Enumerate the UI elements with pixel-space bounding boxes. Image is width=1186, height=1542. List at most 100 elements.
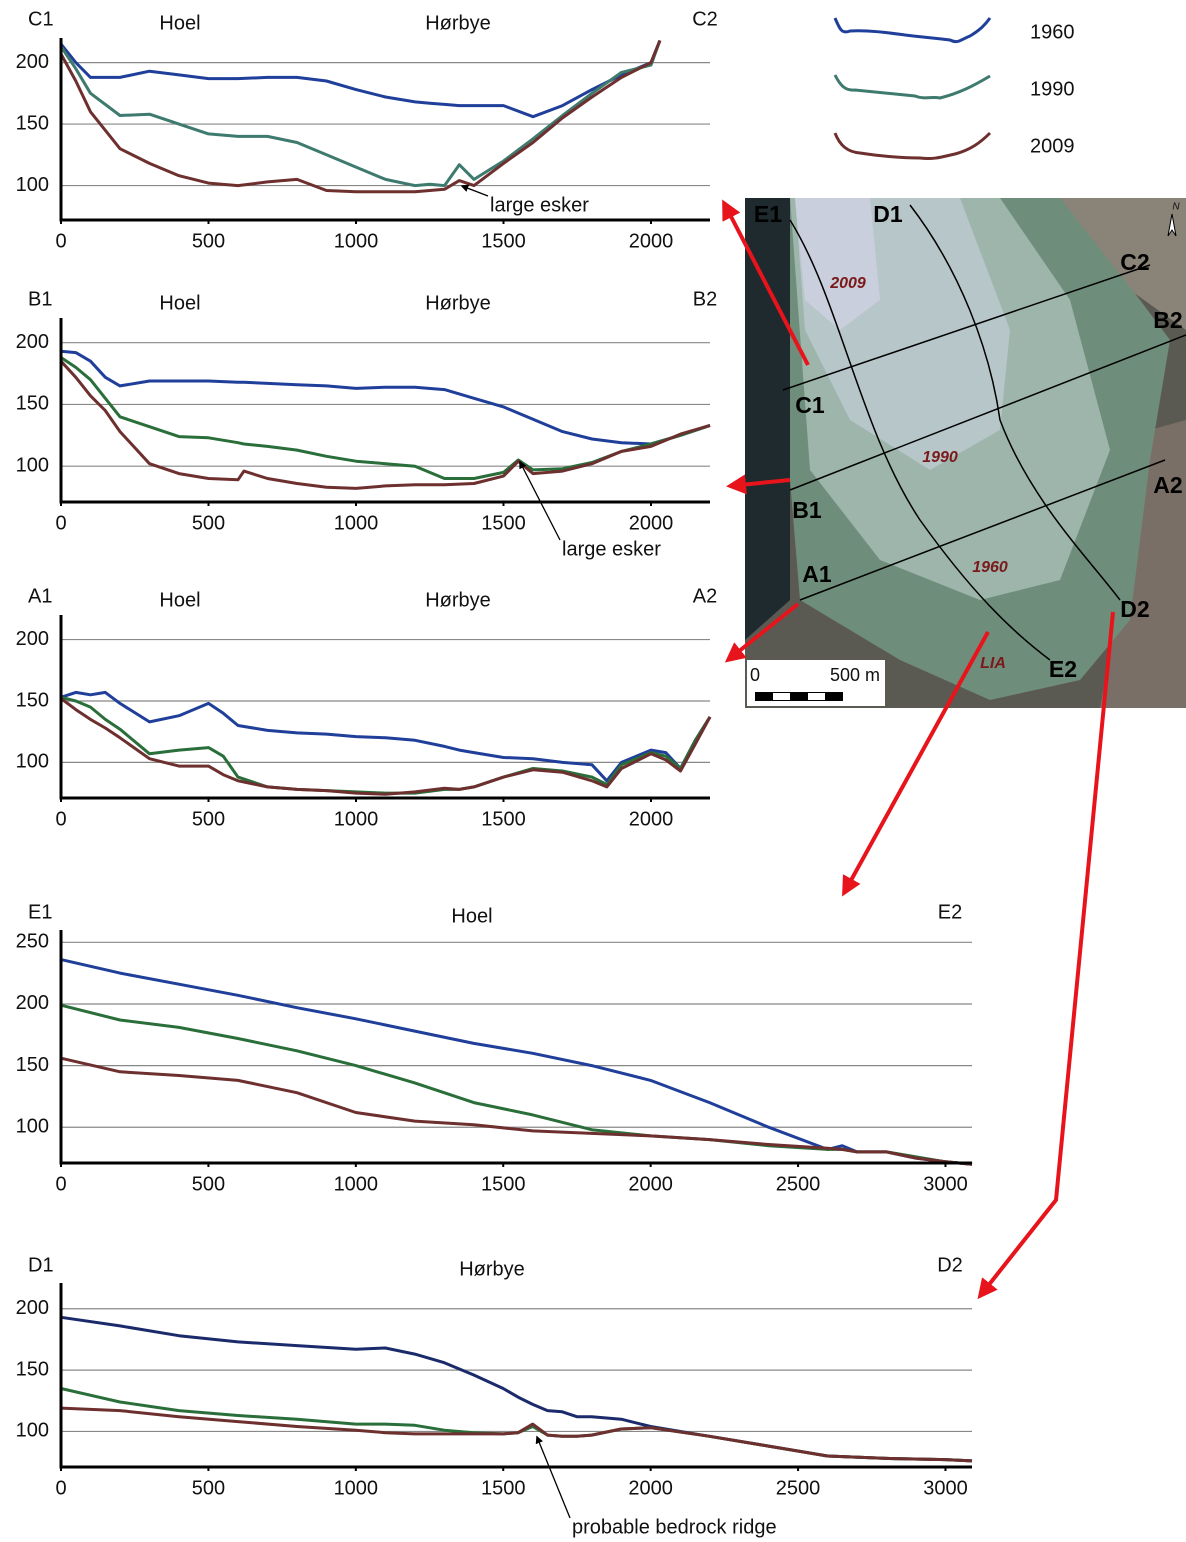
x-tick-label: 0: [55, 1173, 66, 1195]
x-tick-label: 500: [192, 512, 225, 534]
y-tick-label: 100: [16, 1420, 49, 1442]
y-tick-label: 150: [16, 393, 49, 415]
x-tick-label: 3000: [923, 1173, 968, 1195]
legend: 1960 1990 2009: [835, 18, 1075, 159]
x-tick-label: 1000: [334, 1173, 379, 1195]
annotation: large esker: [562, 538, 661, 560]
profile-endpoint-label: E1: [754, 201, 782, 227]
profile-endpoint-label: C1: [795, 392, 825, 418]
glacier-label: Hørbye: [425, 589, 491, 611]
profile-end-label: B2: [693, 288, 717, 310]
profile-endpoint-label: D2: [1120, 596, 1149, 622]
extent-year-label: LIA: [980, 655, 1006, 672]
x-tick-label: 500: [192, 230, 225, 252]
north-label: N: [1172, 202, 1180, 213]
profile-line: [61, 1389, 972, 1461]
x-tick-label: 1000: [334, 230, 379, 252]
x-tick-label: 0: [55, 808, 66, 830]
x-tick-label: 2500: [776, 1173, 821, 1195]
legend-label: 2009: [1030, 135, 1075, 157]
profile-line: [61, 41, 660, 117]
profile-end-label: A2: [693, 585, 717, 607]
glacier-label: Hoel: [451, 905, 492, 927]
scale-label: 0: [750, 665, 760, 685]
profile-endpoint-label: E2: [1049, 656, 1077, 682]
legend-label: 1960: [1030, 21, 1075, 43]
glacier-label: Hoel: [159, 292, 200, 314]
y-tick-label: 100: [16, 174, 49, 196]
y-tick-label: 150: [16, 112, 49, 134]
y-tick-label: 100: [16, 751, 49, 773]
profile-line: [61, 1005, 972, 1164]
profile-line: [61, 1317, 972, 1461]
scale-bar: [755, 692, 843, 701]
profile-line: [61, 960, 972, 1165]
profile-chart: 100150200050010001500200025003000D1D2Hør…: [16, 1254, 972, 1538]
x-tick-label: 1500: [481, 1477, 526, 1499]
x-tick-label: 2000: [629, 808, 674, 830]
y-tick-label: 200: [16, 51, 49, 73]
x-tick-label: 2500: [776, 1477, 821, 1499]
profile-end-label: D2: [937, 1254, 963, 1276]
profile-start-label: A1: [28, 585, 52, 607]
extent-year-label: 2009: [829, 275, 866, 292]
y-tick-label: 150: [16, 1054, 49, 1076]
profile-endpoint-label: D1: [873, 201, 903, 227]
arrow: [980, 612, 1113, 1296]
x-tick-label: 0: [55, 512, 66, 534]
figure: 1001502000500100015002000C1C2HoelHørbyel…: [0, 0, 1186, 1542]
profile-endpoint-label: B2: [1153, 307, 1182, 333]
x-tick-label: 1500: [481, 230, 526, 252]
glacier-label: Hoel: [159, 12, 200, 34]
x-tick-label: 1000: [334, 512, 379, 534]
profile-end-label: C2: [692, 8, 718, 30]
map-water: [745, 198, 790, 640]
annotation: probable bedrock ridge: [572, 1516, 777, 1538]
legend-swatch: [835, 75, 990, 98]
x-tick-label: 500: [192, 808, 225, 830]
x-tick-label: 500: [192, 1477, 225, 1499]
profile-line: [61, 1408, 972, 1461]
legend-label: 1990: [1030, 78, 1075, 100]
y-tick-label: 150: [16, 1358, 49, 1380]
annotation-arrow: [462, 186, 488, 196]
scale-bar: [808, 693, 825, 700]
annotation-arrow: [537, 1437, 570, 1518]
profile-start-label: B1: [28, 288, 52, 310]
y-tick-label: 200: [16, 992, 49, 1014]
y-tick-label: 200: [16, 628, 49, 650]
x-tick-label: 0: [55, 1477, 66, 1499]
x-tick-label: 1000: [334, 1477, 379, 1499]
x-tick-label: 2000: [628, 1477, 673, 1499]
y-tick-label: 150: [16, 689, 49, 711]
x-tick-label: 0: [55, 230, 66, 252]
scale-bar: [773, 693, 790, 700]
legend-swatch: [835, 133, 990, 159]
glacier-label: Hørbye: [425, 12, 491, 34]
profile-endpoint-label: C2: [1120, 249, 1149, 275]
x-tick-label: 1500: [481, 1173, 526, 1195]
profile-start-label: C1: [28, 8, 54, 30]
x-tick-label: 500: [192, 1173, 225, 1195]
profile-endpoint-label: B1: [792, 497, 822, 523]
x-tick-label: 3000: [923, 1477, 968, 1499]
x-tick-label: 2000: [629, 512, 674, 534]
x-tick-label: 1000: [334, 808, 379, 830]
x-tick-label: 2000: [629, 230, 674, 252]
legend-swatch: [835, 18, 990, 42]
annotation: large esker: [490, 194, 589, 216]
y-tick-label: 100: [16, 1116, 49, 1138]
scale-label: 500 m: [830, 665, 880, 685]
extent-year-label: 1990: [922, 449, 958, 466]
glacier-label: Hoel: [159, 589, 200, 611]
extent-year-label: 1960: [972, 559, 1008, 576]
x-tick-label: 1500: [481, 512, 526, 534]
y-tick-label: 200: [16, 331, 49, 353]
profile-line: [61, 699, 710, 795]
y-tick-label: 100: [16, 454, 49, 476]
